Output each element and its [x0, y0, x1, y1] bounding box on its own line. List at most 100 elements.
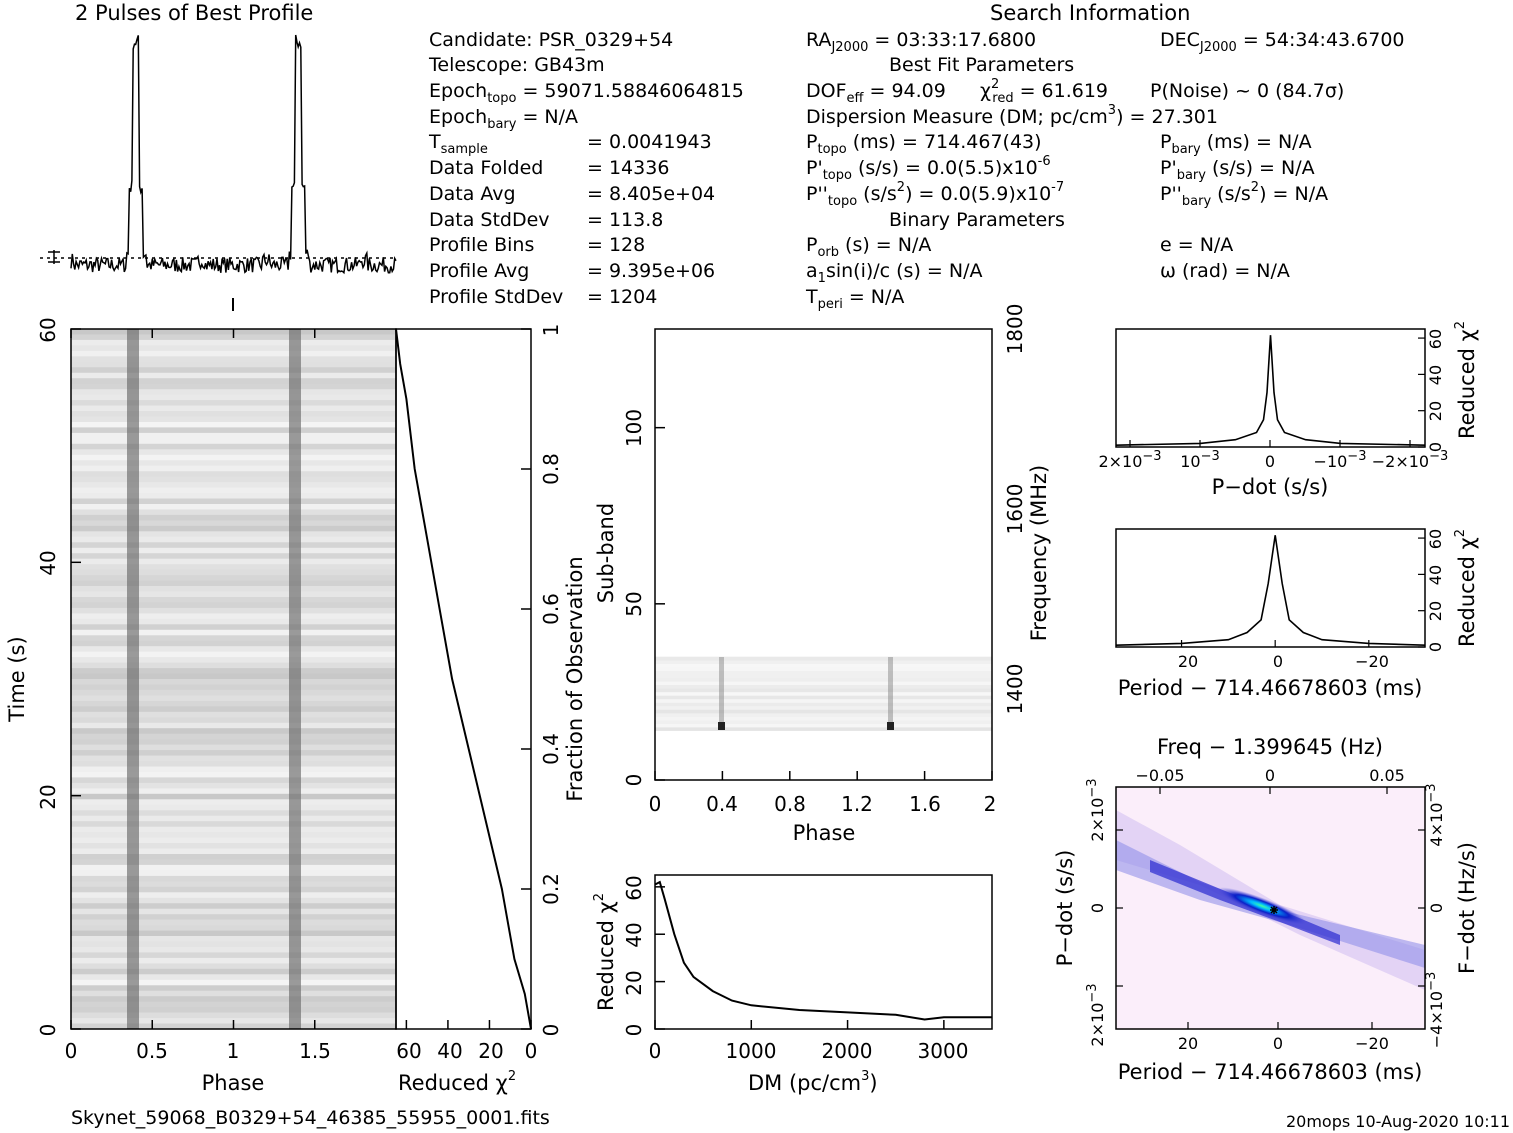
search-info: Search Information RAJ2000 = 03:33:17.680… — [805, 1, 1405, 312]
sb-xtick-2: 0.8 — [774, 792, 806, 816]
time-phase-row — [71, 662, 396, 669]
subband-row — [655, 684, 992, 689]
subband-row — [655, 727, 992, 731]
subband-row — [655, 688, 992, 693]
time-phase-row — [71, 449, 396, 456]
time-phase-row — [71, 597, 396, 603]
tc-xtick-3: 0 — [525, 1039, 538, 1063]
dm-value: ) = 27.301 — [1116, 106, 1218, 128]
tc-ylabel-right: Fraction of Observation — [563, 556, 587, 801]
time-phase-ticks — [70, 328, 316, 1030]
tp-xtick-2: 1 — [227, 1039, 240, 1063]
dm-xtick-1: 1000 — [726, 1039, 777, 1063]
pc-ytick-0: 0 — [1426, 642, 1445, 652]
p-topo: Ptopo (ms) = 714.467(43) — [806, 131, 1042, 157]
time-phase-row — [71, 411, 396, 417]
time-phase-row — [71, 389, 396, 395]
time-phase-row — [71, 761, 396, 767]
dm-chi2-frame — [654, 874, 993, 1030]
dof-value: = 94.09 — [869, 80, 945, 102]
time-phase-row — [71, 520, 396, 527]
time-phase-row — [71, 372, 396, 379]
ppd-ytick-2: 2×10−3 — [1085, 778, 1107, 841]
time-phase-row — [71, 525, 396, 532]
time-phase-row — [71, 886, 396, 893]
dm-ytick-2: 40 — [622, 922, 646, 947]
subband-row — [655, 670, 992, 675]
tp-xtick-3: 1.5 — [299, 1039, 331, 1063]
time-phase-row — [71, 668, 396, 674]
tc-xtick-0: 60 — [396, 1039, 421, 1063]
time-phase-row — [71, 361, 396, 368]
sb-rtick-1: 1600 — [1003, 484, 1027, 535]
ppd-ttick-1: 0 — [1265, 766, 1275, 785]
time-phase-row — [71, 711, 396, 718]
time-phase-row — [71, 744, 396, 751]
period-chi2-line — [1115, 535, 1426, 646]
subband-row — [655, 681, 992, 686]
time-phase-row — [71, 487, 396, 494]
time-phase-row — [71, 947, 396, 953]
dm-chi2-plot: 0 1000 2000 3000 DM (pc/cm3) 0 20 40 60 … — [592, 874, 993, 1095]
pdd-topo-exp: -7 — [1051, 180, 1064, 195]
time-phase-row — [71, 728, 396, 734]
tc-ytick-2: 0.4 — [539, 733, 563, 765]
ppd-rtick-0: 0 — [1427, 903, 1446, 913]
subband-row — [655, 656, 992, 661]
time-phase-pulse-1 — [127, 329, 139, 1029]
ppd-top-label: Freq − 1.399645 (Hz) — [1157, 735, 1383, 759]
data-folded: = 14336 — [587, 157, 669, 179]
time-phase-row — [71, 864, 396, 871]
time-phase-row — [71, 405, 396, 412]
ppd-xlabel: Period − 714.46678603 (ms) — [1118, 1060, 1423, 1084]
dec-value: = 54:34:43.6700 — [1243, 29, 1405, 51]
profile-stddev: = 1204 — [587, 286, 657, 308]
sb-xtick-0: 0 — [649, 792, 662, 816]
pd-ytick-2: 40 — [1426, 365, 1445, 385]
time-phase-row — [71, 919, 396, 926]
ppd-ytick-0: 0 — [1088, 903, 1107, 913]
sb-ytick-2: 100 — [622, 409, 646, 447]
dec: DECJ2000 = 54:34:43.6700 — [1160, 29, 1405, 55]
chi2-red: χ2 red = 61.619 — [980, 77, 1108, 106]
time-chi2-ticks — [405, 328, 532, 1030]
pd-xtick-0: 2×10−3 — [1098, 449, 1161, 471]
epoch-topo: Epochtopo = 59071.58846064815 — [429, 80, 744, 106]
time-phase-row — [71, 416, 396, 423]
time-phase-row — [71, 875, 396, 882]
period-chi2-ticks — [1180, 537, 1425, 648]
time-phase-row — [71, 996, 396, 1002]
p-orb: Porb (s) = N/A — [806, 234, 931, 260]
time-phase-row — [71, 432, 396, 439]
time-phase-row — [71, 383, 396, 390]
ppd-ytick-1: 2×10−3 — [1085, 983, 1107, 1046]
ppd-outer-band — [1116, 810, 1425, 990]
time-phase-row — [71, 695, 396, 702]
ra-value: = 03:33:17.6800 — [874, 29, 1036, 51]
time-phase-row — [71, 547, 396, 554]
time-phase-row — [71, 832, 396, 838]
time-phase-row — [71, 465, 396, 472]
eccentricity: e = N/A — [1160, 234, 1233, 256]
data-stddev: = 113.8 — [587, 209, 663, 231]
subband-row — [655, 702, 992, 707]
footer-filename: Skynet_59068_B0329+54_46385_55955_0001.f… — [71, 1107, 550, 1129]
time-phase-row — [71, 460, 396, 467]
subband-row — [655, 663, 992, 668]
subband-row — [655, 699, 992, 703]
time-phase-row — [71, 843, 396, 849]
time-phase-row — [71, 367, 396, 374]
sb-ytick-1: 50 — [622, 591, 646, 616]
best-fit-title: Best Fit Parameters — [889, 54, 1074, 76]
pd-xlabel: P−dot (s/s) — [1212, 475, 1329, 499]
time-phase-row — [71, 968, 396, 975]
time-phase-row — [71, 772, 396, 778]
time-phase-row — [71, 837, 396, 844]
subband-row — [655, 706, 992, 710]
tp-xtick-1: 0.5 — [136, 1039, 168, 1063]
subband-row — [655, 720, 992, 724]
t-sample-label: Tsample — [428, 131, 488, 157]
search-info-title: Search Information — [990, 1, 1190, 25]
time-phase-row — [71, 640, 396, 647]
t-peri: Tperi = N/A — [805, 286, 904, 312]
